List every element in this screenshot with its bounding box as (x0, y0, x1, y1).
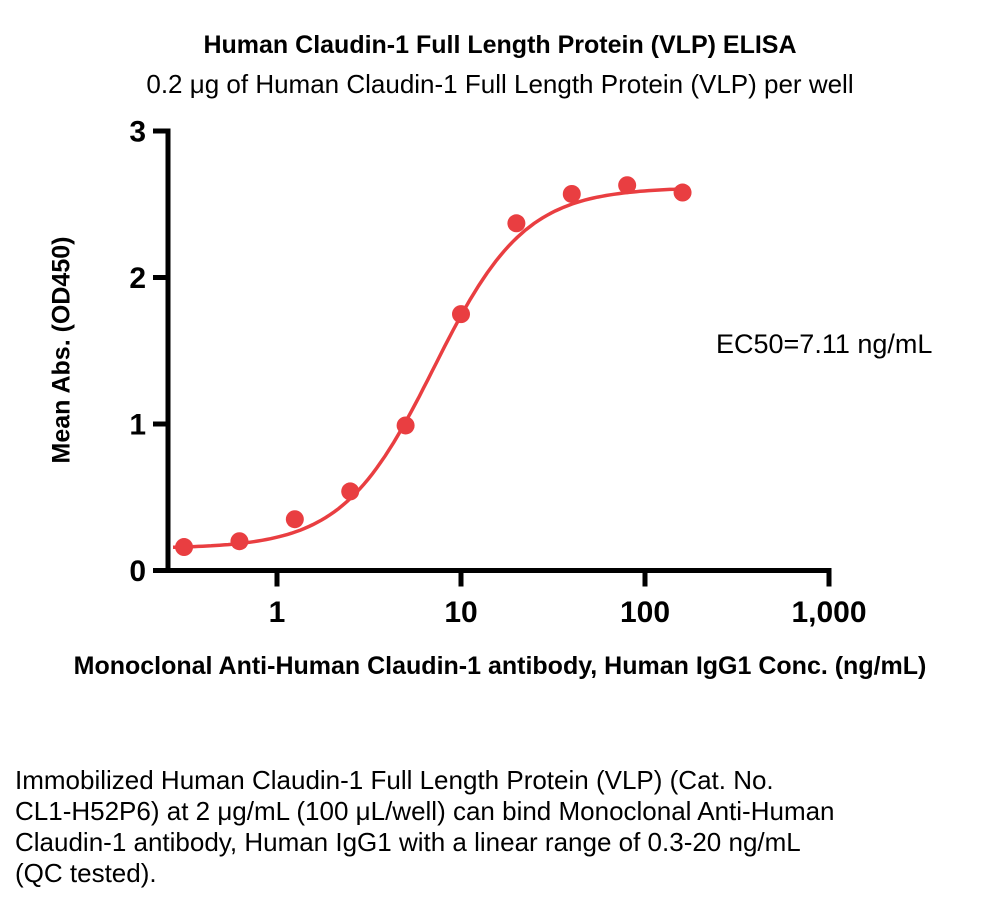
x-tick-label: 100 (620, 596, 670, 629)
data-point (507, 214, 526, 233)
figure-subtitle: 0.2 μg of Human Claudin-1 Full Length Pr… (146, 69, 854, 99)
caption-line: (QC tested). (15, 858, 157, 888)
data-point (175, 538, 194, 557)
data-point (230, 532, 249, 551)
data-point (452, 305, 470, 324)
x-tick-label: 1 (269, 596, 286, 629)
data-point (396, 416, 415, 435)
x-tick-label: 10 (444, 596, 477, 629)
y-tick-label: 1 (129, 409, 146, 442)
y-tick-label: 3 (129, 116, 146, 149)
x-axis-title: Monoclonal Anti-Human Claudin-1 antibody… (73, 652, 927, 680)
y-tick-label: 2 (129, 262, 146, 295)
ec50-annotation: EC50=7.11 ng/mL (716, 329, 933, 359)
data-point (562, 184, 581, 203)
plot-area: 0 1 2 3 1 10 100 1,000 (129, 116, 866, 630)
y-tick-label: 0 (129, 555, 146, 588)
figure-title: Human Claudin-1 Full Length Protein (VLP… (203, 31, 797, 59)
data-point (673, 183, 692, 202)
fit-curve (172, 187, 683, 550)
caption-line: Immobilized Human Claudin-1 Full Length … (15, 765, 774, 795)
data-point (341, 482, 360, 501)
caption-line: CL1-H52P6) at 2 μg/mL (100 μL/well) can … (15, 796, 835, 826)
x-tick-label: 1,000 (791, 596, 866, 629)
data-point (618, 176, 637, 195)
figure-caption: Immobilized Human Claudin-1 Full Length … (15, 765, 975, 889)
caption-line: Claudin-1 antibody, Human IgG1 with a li… (15, 827, 801, 857)
data-point (285, 510, 304, 529)
